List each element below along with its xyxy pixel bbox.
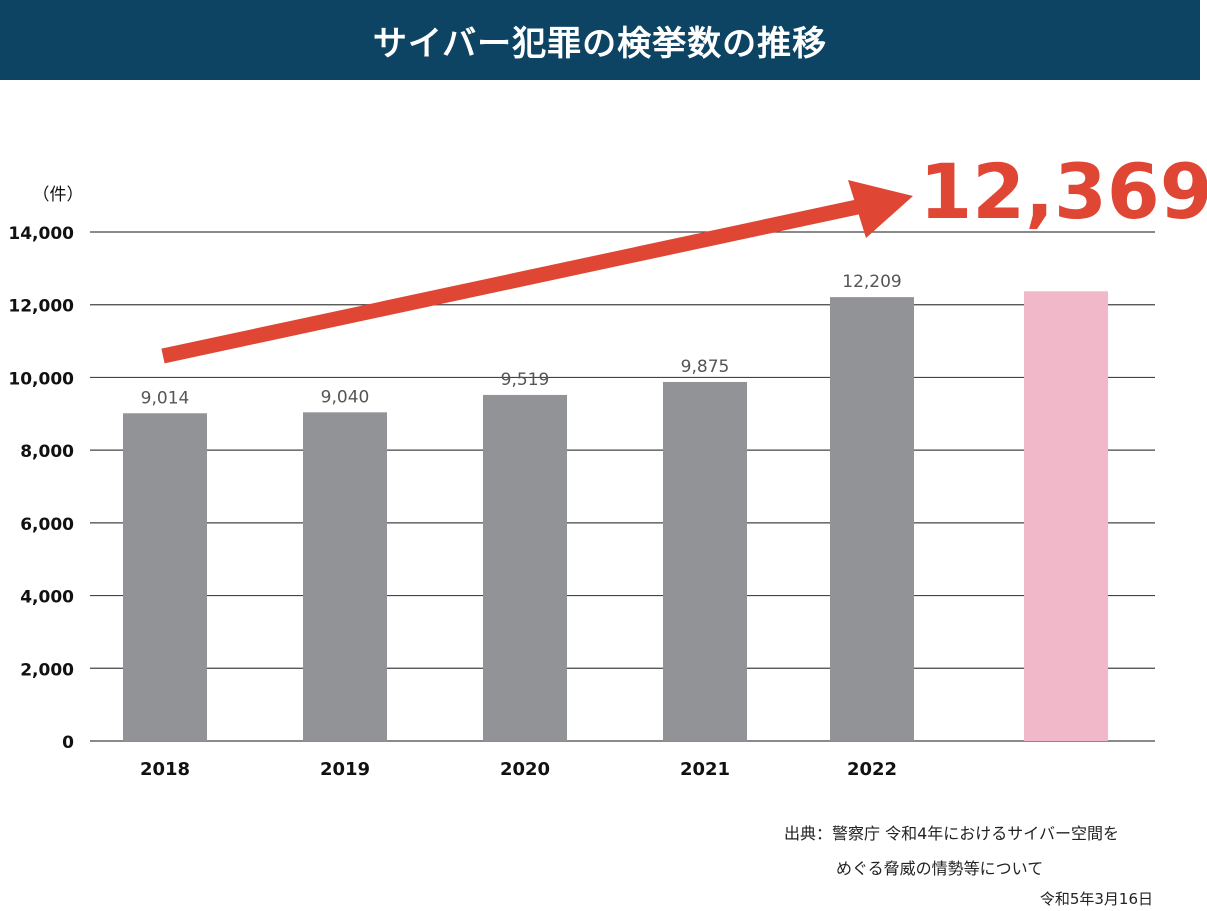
source-line-1: 出典：警察庁 令和4年におけるサイバー空間を	[784, 824, 1119, 843]
bar	[123, 413, 207, 741]
y-tick-label: 10,000	[8, 369, 74, 389]
highlight-value: 12,369	[919, 147, 1207, 236]
trend-arrow-head	[848, 180, 913, 238]
x-tick-label: 2021	[680, 759, 730, 780]
y-tick-label: 12,000	[8, 297, 74, 317]
y-tick-label: 14,000	[8, 224, 74, 244]
data-label: 9,014	[141, 388, 190, 408]
x-tick-label: 2020	[500, 759, 550, 780]
y-tick-label: 0	[62, 733, 74, 753]
bar	[663, 381, 747, 741]
x-tick-label: 2018	[140, 759, 190, 780]
data-label: 12,209	[842, 272, 901, 292]
x-tick-label: 2019	[320, 759, 370, 780]
highlight-bar	[1024, 291, 1108, 741]
data-label: 9,875	[681, 357, 730, 377]
y-axis-label: （件）	[33, 185, 84, 205]
page-title: サイバー犯罪の検挙数の推移	[372, 23, 828, 64]
y-tick-label: 8,000	[20, 442, 74, 462]
bar	[303, 412, 387, 741]
bar	[830, 297, 914, 741]
y-tick-label: 2,000	[20, 660, 74, 680]
x-tick-label: 2022	[847, 759, 897, 780]
data-label: 9,040	[321, 387, 370, 407]
source-date: 令和5年3月16日	[1039, 890, 1153, 908]
trend-arrow-shaft	[161, 198, 864, 364]
data-label: 9,519	[501, 370, 550, 390]
title-banner: サイバー犯罪の検挙数の推移	[0, 0, 1200, 80]
source-line-2: めぐる脅威の情勢等について	[836, 859, 1044, 878]
bar	[483, 394, 567, 741]
y-tick-label: 6,000	[20, 515, 74, 535]
y-tick-label: 4,000	[20, 588, 74, 608]
